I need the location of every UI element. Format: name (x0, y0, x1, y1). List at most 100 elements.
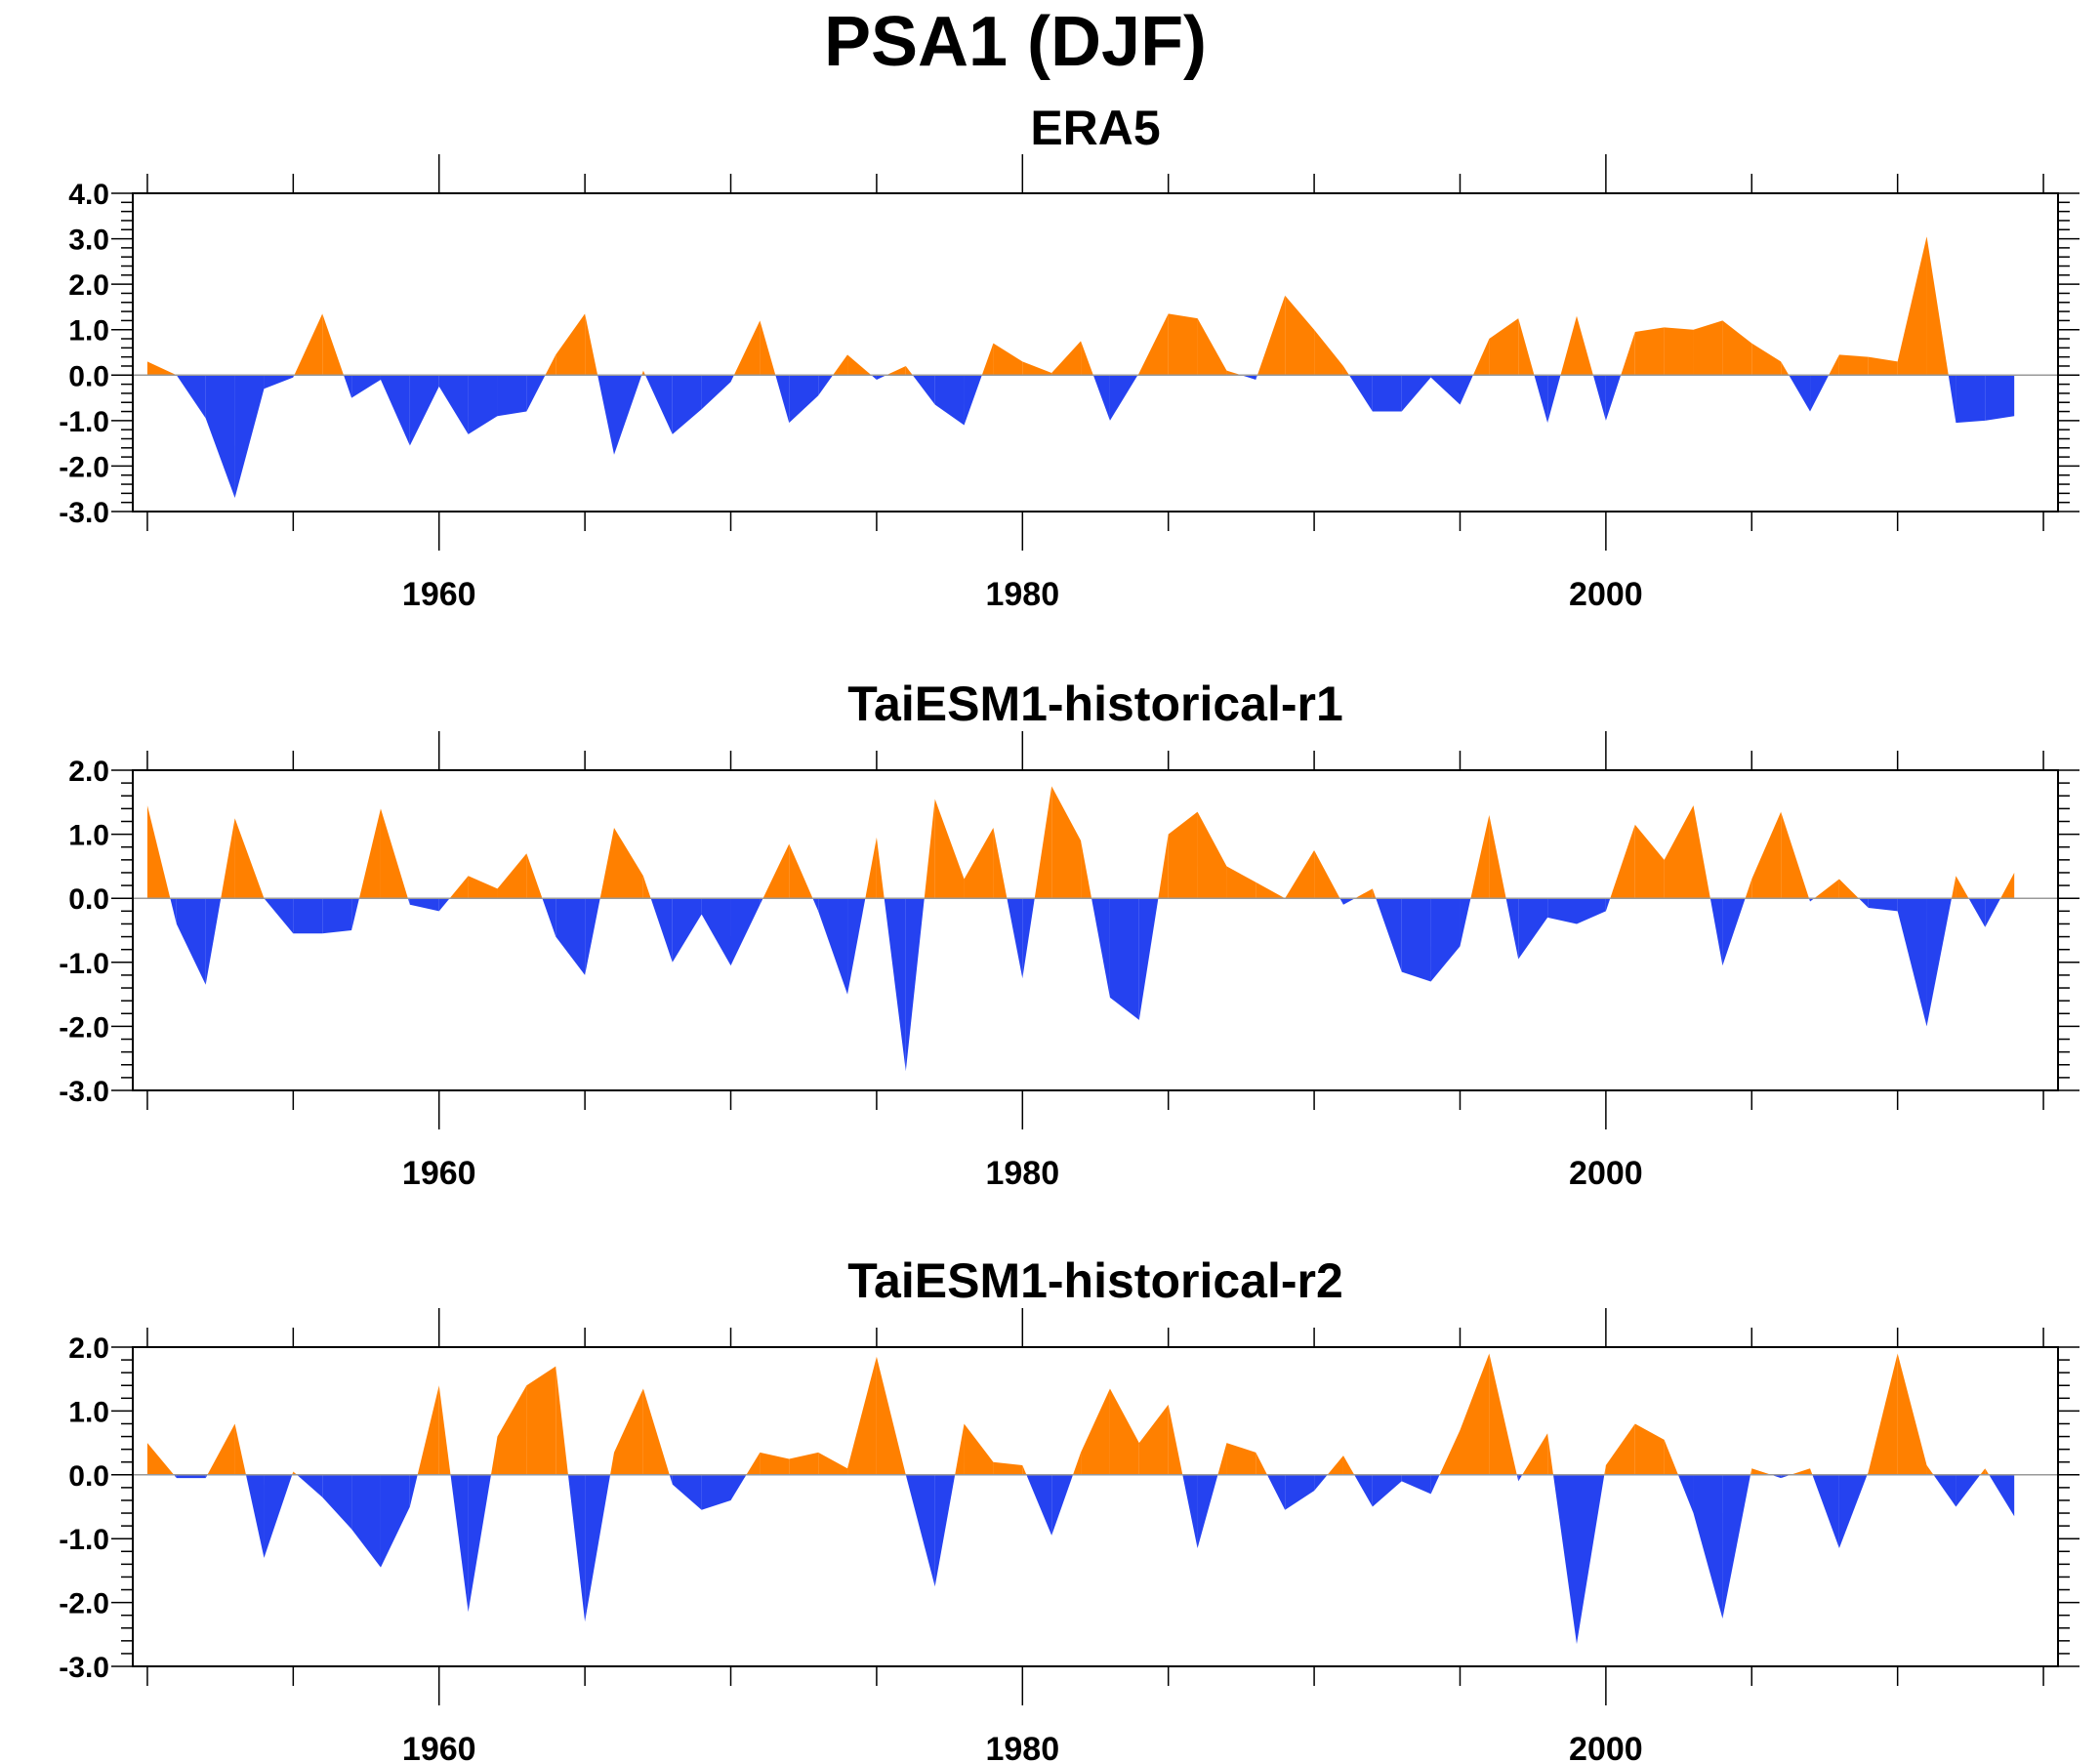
xtick-label: 1980 (985, 1731, 1059, 1763)
positive-area-segment (1138, 1404, 1169, 1475)
positive-area-segment (610, 1452, 614, 1475)
positive-area-segment (789, 1452, 819, 1475)
negative-area-segment (1354, 1474, 1373, 1507)
positive-area-segment (642, 370, 646, 376)
negative-area-segment (1926, 898, 1952, 1027)
positive-area-segment (1034, 786, 1052, 899)
negative-area-segment (264, 1474, 293, 1558)
xtick-label: 1960 (402, 1731, 476, 1763)
positive-area-segment (1256, 1452, 1267, 1475)
negative-area-segment (409, 375, 439, 446)
negative-area-segment (730, 898, 761, 966)
positive-area-segment (993, 343, 1023, 376)
positive-area-segment (905, 365, 913, 376)
negative-area-segment (234, 375, 265, 499)
negative-area-segment (650, 898, 673, 963)
negative-area-segment (1401, 375, 1431, 412)
negative-area-segment (1007, 898, 1023, 979)
negative-area-segment (380, 1474, 410, 1568)
negative-area-segment (1577, 1474, 1605, 1645)
positive-area-segment (1664, 805, 1694, 899)
positive-area-segment (294, 313, 323, 376)
positive-area-segment (293, 1471, 298, 1475)
negative-area-segment (176, 898, 206, 985)
positive-area-segment (642, 876, 651, 899)
negative-area-segment (205, 898, 222, 985)
negative-area-segment (1989, 1474, 2015, 1517)
positive-area-segment (2000, 872, 2015, 899)
positive-area-segment (1814, 879, 1839, 899)
positive-area-segment (1460, 1353, 1490, 1475)
positive-area-segment (1197, 318, 1227, 376)
positive-area-segment (146, 1443, 175, 1475)
positive-area-segment (760, 320, 776, 376)
negative-area-segment (344, 375, 352, 398)
positive-area-segment (1722, 320, 1752, 376)
positive-area-segment (1634, 327, 1665, 376)
negative-area-segment (351, 1474, 381, 1568)
panel-3: TaiESM1-historical-r2 -3.0 -2.0 -1.0 0.0 1.0 2… (59, 1253, 2079, 1763)
negative-area-segment (567, 1474, 586, 1622)
panel-title: ERA5 (1030, 101, 1160, 155)
positive-area-segment (847, 1356, 877, 1475)
positive-area-segment (876, 1356, 906, 1475)
negative-area-segment (297, 1474, 323, 1497)
negative-area-segment (672, 375, 702, 434)
positive-area-segment (1472, 339, 1490, 376)
positive-area-segment (1693, 320, 1723, 376)
negative-area-segment (876, 375, 886, 380)
positive-area-segment (234, 818, 265, 899)
ytick-label: -1.0 (59, 1524, 109, 1556)
positive-area-segment (1342, 365, 1349, 376)
positive-area-segment (1605, 1423, 1635, 1475)
ytick-label: 0.0 (68, 360, 109, 392)
negative-area-segment (1505, 898, 1519, 960)
negative-area-segment (669, 1474, 673, 1485)
negative-area-segment (1808, 898, 1811, 902)
positive-area-segment (964, 828, 994, 899)
negative-area-segment (1460, 375, 1473, 405)
positive-area-segment (818, 1452, 848, 1475)
positive-area-segment (1439, 1430, 1461, 1475)
negative-area-segment (1348, 375, 1373, 412)
negative-area-segment (1109, 898, 1139, 1020)
positive-area-segment (1897, 1353, 1927, 1475)
negative-area-segment (438, 898, 450, 912)
positive-area-segment (760, 1452, 790, 1475)
positive-area-segment (1256, 882, 1286, 899)
negative-area-segment (645, 375, 673, 434)
negative-area-segment (1516, 1474, 1519, 1482)
negative-area-segment (1197, 1474, 1218, 1549)
negative-area-segment (775, 375, 790, 424)
positive-area-segment (1664, 1439, 1678, 1475)
positive-area-segment (733, 320, 761, 376)
ytick-label: -1.0 (59, 948, 109, 980)
positive-area-segment (1022, 361, 1052, 376)
positive-area-segment (1197, 811, 1227, 899)
positive-area-segment (1470, 814, 1490, 899)
negative-area-segment (1577, 898, 1606, 924)
negative-area-segment (1314, 1474, 1328, 1492)
series-area (146, 786, 2015, 1072)
positive-area-segment (1285, 295, 1315, 376)
positive-area-segment (146, 361, 177, 376)
positive-area-segment (449, 876, 469, 899)
ytick-label: 3.0 (68, 225, 109, 257)
negative-area-segment (351, 375, 381, 398)
negative-area-segment (1266, 1474, 1286, 1510)
negative-area-segment (1138, 898, 1159, 1020)
panel-2: TaiESM1-historical-r1 -3.0 -2.0 -1.0 0.0 1.0 2… (59, 676, 2079, 1192)
ytick-label: 0.0 (68, 883, 109, 916)
negative-area-segment (597, 375, 614, 455)
series-area (146, 236, 2015, 499)
positive-area-segment (1560, 315, 1577, 376)
negative-area-segment (409, 1474, 418, 1507)
negative-area-segment (264, 375, 294, 390)
negative-area-segment (1285, 1474, 1315, 1510)
positive-area-segment (358, 808, 381, 899)
positive-area-segment (1751, 343, 1782, 376)
negative-area-segment (730, 375, 734, 383)
negative-area-segment (205, 1474, 208, 1479)
negative-area-segment (468, 1474, 491, 1613)
positive-area-segment (1073, 1452, 1082, 1475)
